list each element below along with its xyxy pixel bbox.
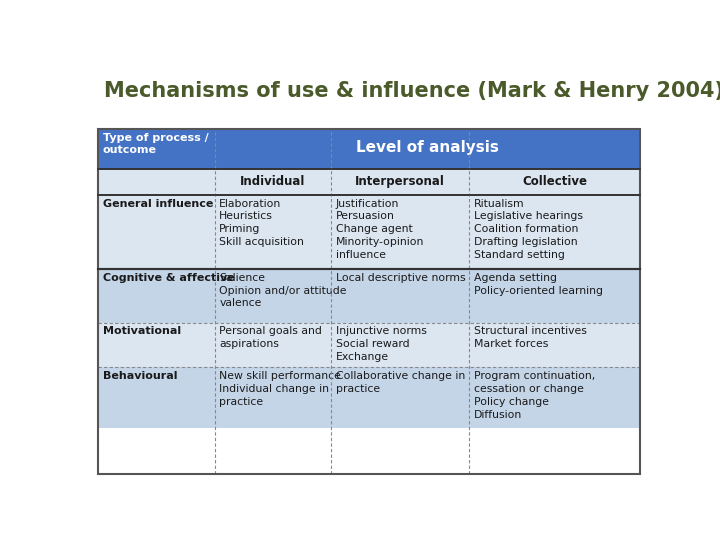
Text: New skill performance
Individual change in
practice: New skill performance Individual change … — [219, 371, 341, 407]
Bar — [99, 195, 215, 269]
Text: Elaboration
Heuristics
Priming
Skill acquisition: Elaboration Heuristics Priming Skill acq… — [219, 199, 304, 247]
Text: General influence: General influence — [103, 199, 213, 208]
Bar — [469, 169, 639, 195]
Bar — [331, 322, 469, 367]
Text: Local descriptive norms: Local descriptive norms — [336, 273, 465, 283]
Text: Cognitive & affective: Cognitive & affective — [103, 273, 235, 283]
Bar — [469, 322, 639, 367]
Text: Program continuation,
cessation or change
Policy change
Diffusion: Program continuation, cessation or chang… — [474, 371, 595, 420]
Bar — [469, 195, 639, 269]
Text: Individual: Individual — [240, 175, 305, 188]
Bar — [331, 195, 469, 269]
Text: Interpersonal: Interpersonal — [355, 175, 445, 188]
Bar — [331, 367, 469, 428]
Text: Salience
Opinion and/or attitude
valence: Salience Opinion and/or attitude valence — [219, 273, 347, 308]
Bar — [99, 269, 215, 322]
Text: Collaborative change in
practice: Collaborative change in practice — [336, 371, 465, 394]
Bar — [99, 367, 215, 428]
Bar — [215, 169, 331, 195]
Text: Mechanisms of use & influence (Mark & Henry 2004): Mechanisms of use & influence (Mark & He… — [104, 82, 720, 102]
Bar — [99, 129, 639, 474]
Bar — [215, 129, 639, 169]
Text: Justification
Persuasion
Change agent
Minority-opinion
influence: Justification Persuasion Change agent Mi… — [336, 199, 424, 260]
Bar — [215, 269, 331, 322]
Text: Motivational: Motivational — [103, 326, 181, 336]
Bar — [215, 195, 331, 269]
Bar — [215, 322, 331, 367]
Text: Structural incentives
Market forces: Structural incentives Market forces — [474, 326, 587, 349]
Bar — [99, 129, 215, 169]
Text: Type of process /
outcome: Type of process / outcome — [103, 133, 209, 156]
Bar — [469, 367, 639, 428]
Text: Collective: Collective — [522, 175, 587, 188]
Text: Agenda setting
Policy-oriented learning: Agenda setting Policy-oriented learning — [474, 273, 603, 295]
Text: Personal goals and
aspirations: Personal goals and aspirations — [219, 326, 322, 349]
Bar — [215, 367, 331, 428]
Text: Injunctive norms
Social reward
Exchange: Injunctive norms Social reward Exchange — [336, 326, 426, 362]
Bar — [331, 269, 469, 322]
Bar — [331, 169, 469, 195]
Bar — [99, 169, 215, 195]
Text: Ritualism
Legislative hearings
Coalition formation
Drafting legislation
Standard: Ritualism Legislative hearings Coalition… — [474, 199, 582, 260]
Text: Level of analysis: Level of analysis — [356, 140, 499, 154]
Bar — [99, 322, 215, 367]
Text: Behavioural: Behavioural — [103, 371, 177, 381]
Bar — [469, 269, 639, 322]
